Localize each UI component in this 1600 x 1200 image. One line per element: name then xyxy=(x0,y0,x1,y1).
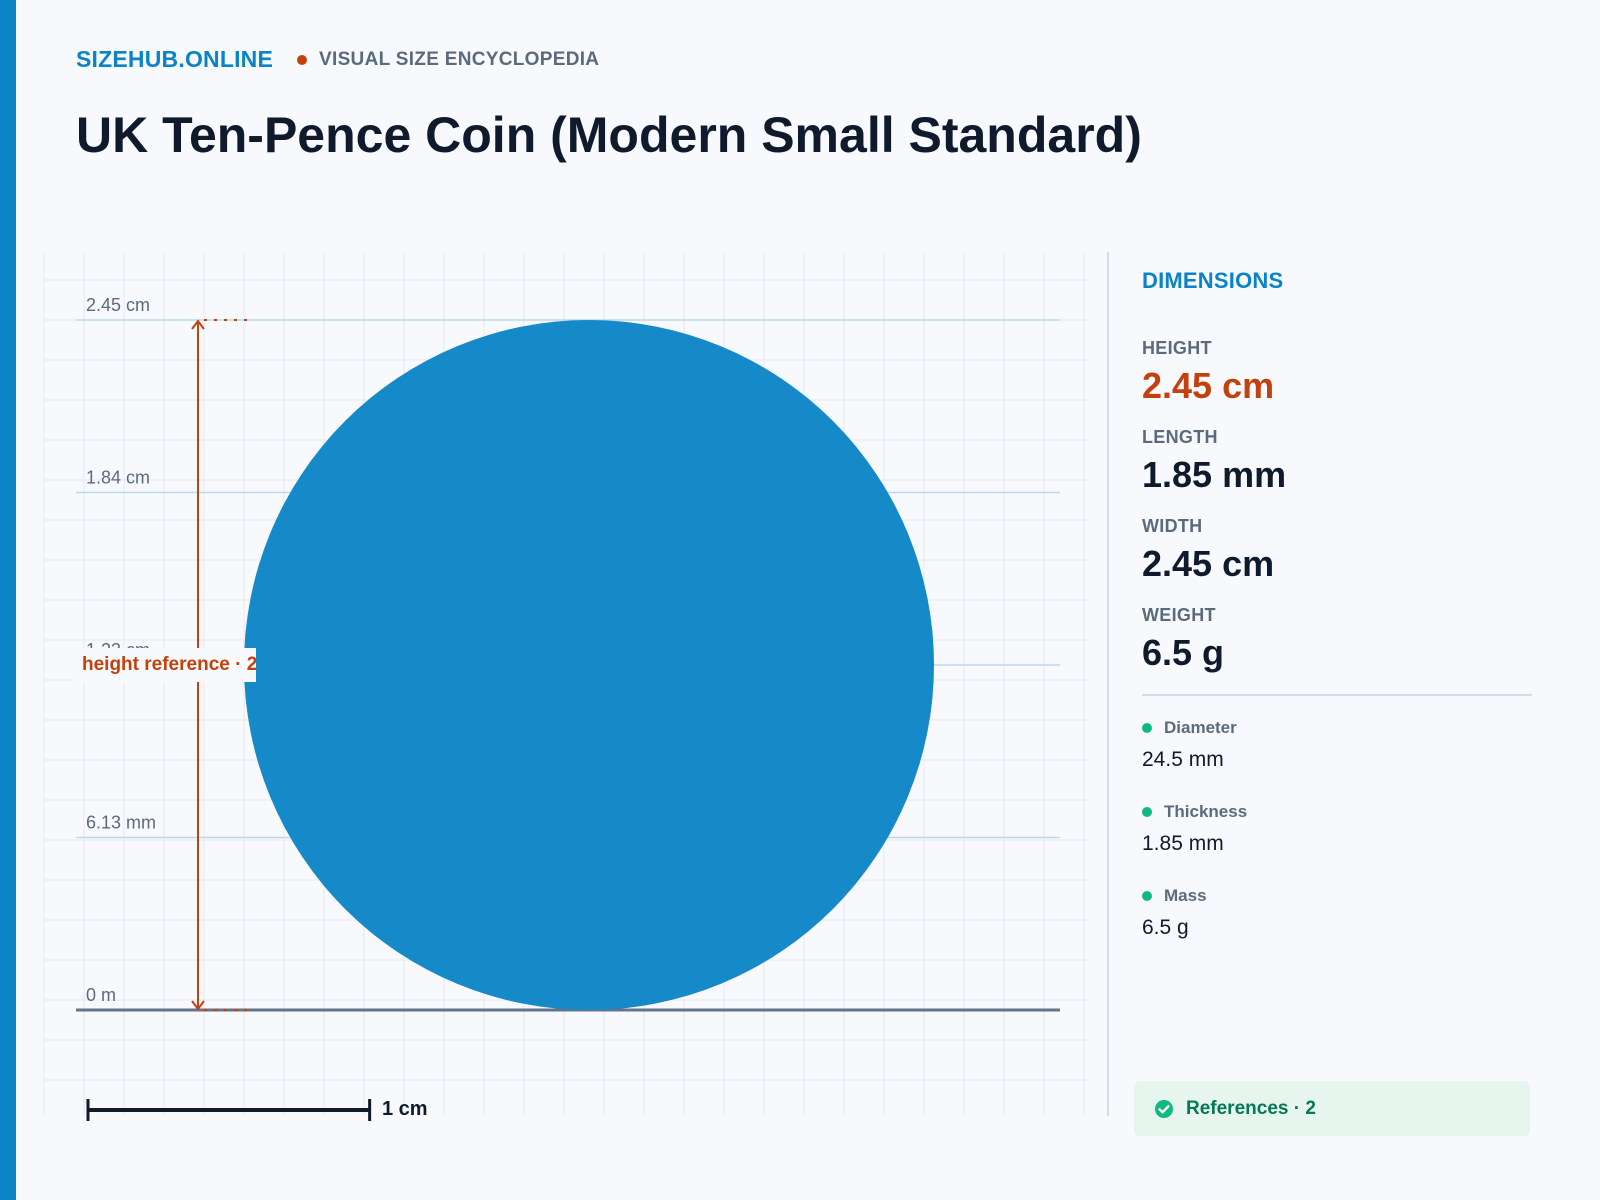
spec-head: Diameter xyxy=(1142,718,1532,738)
dimension-label: HEIGHT xyxy=(1142,338,1212,358)
dimension-width: WIDTH 2.45 cm xyxy=(1142,516,1532,585)
page-title: UK Ten-Pence Coin (Modern Small Standard… xyxy=(76,107,1142,163)
dimension-weight: WEIGHT 6.5 g xyxy=(1142,605,1532,674)
brand-row: SIZEHUB.ONLINE VISUAL SIZE ENCYCLOPEDIA xyxy=(76,46,599,73)
spec-label: Diameter xyxy=(1164,718,1237,737)
dimension-label: LENGTH xyxy=(1142,427,1218,447)
dimension-height: HEIGHT 2.45 cm xyxy=(1142,338,1532,407)
spec-bullet-icon xyxy=(1142,807,1152,817)
ruler-tick-label: 2.45 cm xyxy=(86,295,150,315)
ruler-tick-label: 1.84 cm xyxy=(86,468,150,488)
spec-label: Thickness xyxy=(1164,802,1248,821)
spec-head: Thickness xyxy=(1142,802,1532,822)
dimension-length: LENGTH 1.85 mm xyxy=(1142,427,1532,496)
brand-separator-dot xyxy=(297,54,308,65)
check-circle-icon xyxy=(1155,1099,1173,1118)
arrow-down-icon xyxy=(191,1000,205,1011)
size-diagram: 2.45 cm1.84 cm1.23 cm6.13 mm0 m height r… xyxy=(43,252,1090,1121)
dimension-value: 2.45 cm xyxy=(1142,543,1275,584)
panel-title: DIMENSIONS xyxy=(1142,268,1284,293)
dimension-value: 2.45 cm xyxy=(1142,365,1275,406)
dimension-label: WIDTH xyxy=(1142,516,1203,536)
ruler-tick-label: 6.13 mm xyxy=(86,813,156,833)
dimensions-panel: DIMENSIONS HEIGHT 2.45 cm LENGTH 1.85 mm… xyxy=(1142,268,1532,970)
spec-diameter: Diameter 24.5 mm xyxy=(1142,718,1532,772)
spec-label: Mass xyxy=(1164,886,1207,905)
ruler-tick-label: 0 m xyxy=(86,985,116,1005)
height-reference-label: height reference · 2.45 cm xyxy=(72,648,256,682)
accent-bar xyxy=(0,0,16,1200)
site-tagline: VISUAL SIZE ENCYCLOPEDIA xyxy=(319,48,600,70)
dimension-value: 1.85 mm xyxy=(1142,454,1287,495)
scale-bar-label: 1 cm xyxy=(382,1098,428,1120)
site-brand[interactable]: SIZEHUB.ONLINE xyxy=(76,46,274,72)
dimension-value: 6.5 g xyxy=(1142,632,1225,673)
references-label: References · 2 xyxy=(1186,1097,1316,1119)
spec-bullet-icon xyxy=(1142,891,1152,901)
arrow-up-icon xyxy=(191,319,205,330)
spec-mass: Mass 6.5 g xyxy=(1142,886,1532,940)
spec-value: 6.5 g xyxy=(1142,916,1189,939)
spec-value: 1.85 mm xyxy=(1142,832,1224,855)
coin-shape xyxy=(244,320,934,1010)
dimension-label: WEIGHT xyxy=(1142,605,1216,625)
panel-rule xyxy=(1142,694,1532,696)
spec-head: Mass xyxy=(1142,886,1532,906)
size-diagram-svg: 2.45 cm1.84 cm1.23 cm6.13 mm0 m xyxy=(43,252,1090,1121)
panel-divider xyxy=(1107,252,1109,1116)
references-button[interactable]: References · 2 xyxy=(1134,1081,1530,1136)
spec-thickness: Thickness 1.85 mm xyxy=(1142,802,1532,856)
spec-bullet-icon xyxy=(1142,723,1152,733)
spec-value: 24.5 mm xyxy=(1142,748,1224,771)
